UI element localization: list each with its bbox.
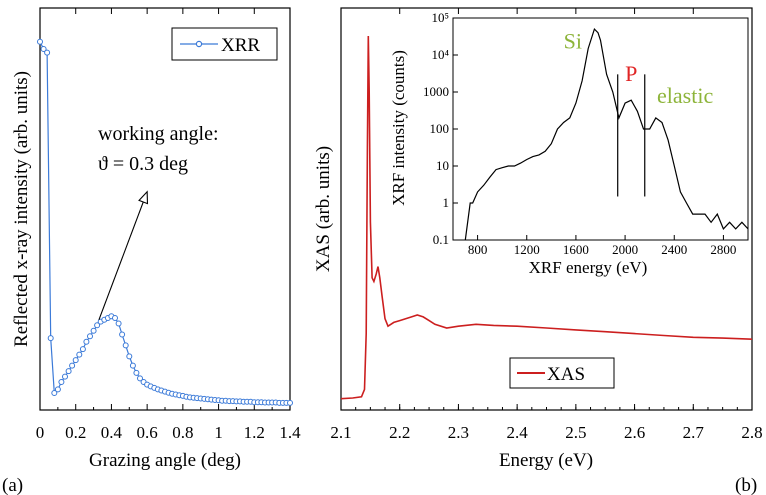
panel-a: 0 0.2 0.4 0.6 0.8 1 1.2 1.4 Grazing angle (deg)… bbox=[2, 7, 301, 495]
xrr-point bbox=[76, 351, 83, 358]
panel-a-legend-label: XRR bbox=[221, 35, 260, 56]
x-tick-label: 2.8 bbox=[741, 423, 762, 442]
x-tick-label: 0 bbox=[36, 423, 45, 442]
panel-b-series bbox=[340, 35, 753, 400]
panel-a-series bbox=[37, 38, 293, 406]
inset-xlabel: XRF energy (eV) bbox=[529, 258, 648, 277]
xrr-point bbox=[40, 46, 47, 52]
xrf-line bbox=[464, 27, 749, 241]
panel-b-label: (b) bbox=[735, 475, 757, 495]
xrr-point bbox=[51, 390, 58, 396]
panel-b-ylabel: XAS (arb. units) bbox=[313, 146, 334, 272]
xrr-point bbox=[137, 375, 143, 382]
xrr-point bbox=[133, 369, 140, 376]
xrr-point bbox=[65, 368, 72, 375]
inset: 800 1200 1600 2000 2400 2800 0.1 1 10 100 1000 10⁴ 1… bbox=[389, 10, 749, 277]
inset-ylabel: XRF intensity (counts) bbox=[389, 50, 408, 206]
annotation-arrow bbox=[98, 191, 148, 321]
panel-a-ticks bbox=[39, 8, 291, 410]
x-tick-label: 800 bbox=[468, 242, 488, 257]
panel-b-tick-labels: 2.1 2.2 2.3 2.4 2.5 2.6 2.7 2.8 bbox=[330, 423, 762, 442]
panel-a-ylabel: Reflected x-ray intensity (arb. units) bbox=[11, 71, 32, 347]
xrr-point bbox=[126, 353, 133, 360]
peak-label: elastic bbox=[657, 83, 713, 108]
panel-a-legend-marker bbox=[195, 40, 203, 48]
x-tick-label: 2.3 bbox=[448, 423, 469, 442]
xrr-point bbox=[58, 379, 65, 385]
xrr-point bbox=[69, 362, 76, 369]
xas-line bbox=[340, 35, 753, 400]
xrr-point bbox=[112, 315, 118, 321]
y-tick-label: 10 bbox=[436, 158, 449, 173]
xrr-point bbox=[122, 342, 129, 349]
x-tick-label: 0.6 bbox=[137, 423, 158, 442]
y-tick-label: 100 bbox=[430, 121, 450, 136]
x-tick-label: 2.7 bbox=[683, 423, 705, 442]
xrr-point bbox=[72, 357, 79, 364]
x-tick-label: 2.1 bbox=[330, 423, 351, 442]
annotation-line2: ϑ = 0.3 deg bbox=[98, 153, 188, 175]
x-tick-label: 1.4 bbox=[279, 423, 301, 442]
xrr-line bbox=[39, 41, 290, 404]
x-tick-label: 2400 bbox=[661, 242, 687, 257]
xrr-point bbox=[37, 38, 43, 45]
xrr-point bbox=[94, 322, 101, 329]
annotation-line1: working angle: bbox=[98, 123, 219, 145]
peak-label: P bbox=[625, 61, 637, 86]
x-tick-label: 2.4 bbox=[507, 423, 529, 442]
x-tick-label: 1200 bbox=[514, 242, 540, 257]
panel-a-xlabel: Grazing angle (deg) bbox=[89, 450, 241, 471]
y-tick-label: 1 bbox=[443, 195, 450, 210]
panel-a-frame bbox=[39, 7, 291, 411]
panel-b: 2.1 2.2 2.3 2.4 2.5 2.6 2.7 2.8 Energy (eV) XAS… bbox=[313, 7, 763, 495]
x-tick-label: 2.5 bbox=[565, 423, 586, 442]
x-tick-label: 2000 bbox=[612, 242, 638, 257]
x-tick-label: 0.4 bbox=[101, 423, 123, 442]
x-tick-label: 2800 bbox=[710, 242, 736, 257]
x-tick-label: 1.2 bbox=[244, 423, 265, 442]
inset-tick-labels: 800 1200 1600 2000 2400 2800 0.1 1 10 100 1000 10⁴ 1… bbox=[423, 10, 736, 257]
inset-frame bbox=[452, 17, 749, 241]
x-tick-label: 2.6 bbox=[624, 423, 645, 442]
annotation-arrowhead bbox=[138, 190, 149, 205]
xrr-point bbox=[54, 386, 61, 393]
xrr-point bbox=[47, 335, 54, 342]
xrr-point bbox=[287, 399, 293, 406]
xrr-point bbox=[62, 373, 68, 380]
panel-b-xlabel: Energy (eV) bbox=[499, 450, 593, 471]
xrr-point bbox=[90, 327, 97, 334]
y-tick-label: 10⁴ bbox=[431, 47, 449, 62]
xrr-point bbox=[129, 362, 136, 369]
xrr-point bbox=[119, 331, 126, 338]
x-tick-label: 0.2 bbox=[65, 423, 86, 442]
inset-ticks bbox=[453, 17, 724, 241]
xrr-point bbox=[87, 333, 93, 340]
y-tick-label: 0.1 bbox=[433, 232, 449, 247]
xrr-point bbox=[83, 338, 90, 345]
panel-b-legend-label: XAS bbox=[547, 364, 585, 385]
inset-markers bbox=[617, 74, 646, 197]
inset-series bbox=[464, 27, 749, 241]
y-tick-label: 1000 bbox=[423, 84, 449, 99]
x-tick-label: 2.2 bbox=[389, 423, 410, 442]
panel-a-tick-labels: 0 0.2 0.4 0.6 0.8 1 1.2 1.4 bbox=[36, 423, 301, 442]
peak-label: Si bbox=[564, 28, 582, 53]
panel-b-ticks bbox=[340, 8, 753, 410]
panel-a-label: (a) bbox=[2, 475, 23, 495]
y-tick-label: 10⁵ bbox=[431, 10, 449, 25]
xrr-point bbox=[44, 49, 51, 56]
x-tick-label: 1600 bbox=[563, 242, 589, 257]
xrr-point bbox=[115, 320, 122, 327]
xrr-point bbox=[79, 346, 86, 353]
x-tick-label: 0.8 bbox=[172, 423, 193, 442]
x-tick-label: 1 bbox=[214, 423, 223, 442]
